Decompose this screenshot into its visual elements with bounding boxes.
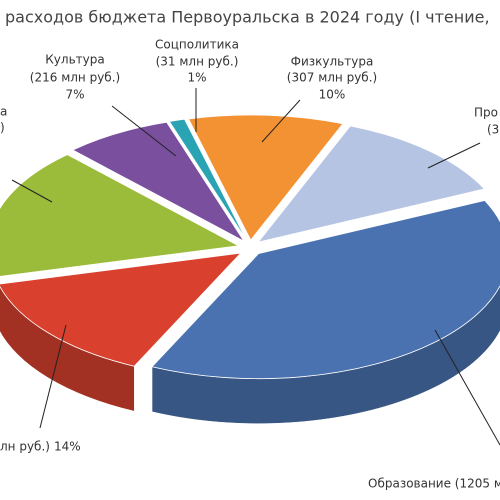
slice: [0, 252, 242, 367]
leader-line: [434, 329, 500, 446]
leader-line: [427, 142, 481, 169]
slice-detail: (31 млн руб.): [156, 55, 239, 69]
slice-detail: (3: [487, 123, 499, 137]
pie-tops: [0, 114, 500, 380]
slice: [151, 199, 500, 380]
slice-detail: лн руб.): [0, 440, 50, 454]
slice-detail: (216 млн руб.): [30, 71, 120, 85]
leader-line: [261, 99, 301, 143]
leader-line: [111, 105, 177, 157]
slice: [168, 118, 248, 241]
slice: [187, 114, 344, 241]
slice: [257, 125, 486, 243]
slice-label: Про: [474, 106, 498, 120]
value-label: 7%: [65, 88, 84, 102]
value-label: 10%: [319, 88, 346, 102]
value-label: 1%: [187, 71, 206, 85]
value-label: 14%: [54, 440, 81, 454]
slice-label: Соцполитика: [155, 38, 239, 52]
slice-label: Образование (1205 м: [368, 477, 500, 491]
slice: [0, 154, 240, 277]
leader-line: [39, 324, 67, 429]
slice: [71, 121, 245, 242]
slice-detail: ): [0, 121, 5, 135]
slice-label: а: [0, 105, 7, 119]
slice-label: Физкультура: [291, 55, 374, 69]
leader-line: [11, 179, 53, 203]
slice-label: Культура: [45, 53, 104, 67]
slice-detail: (307 млн руб.): [287, 71, 377, 85]
chart-title: расходов бюджета Первоуральска в 2024 го…: [5, 8, 490, 27]
